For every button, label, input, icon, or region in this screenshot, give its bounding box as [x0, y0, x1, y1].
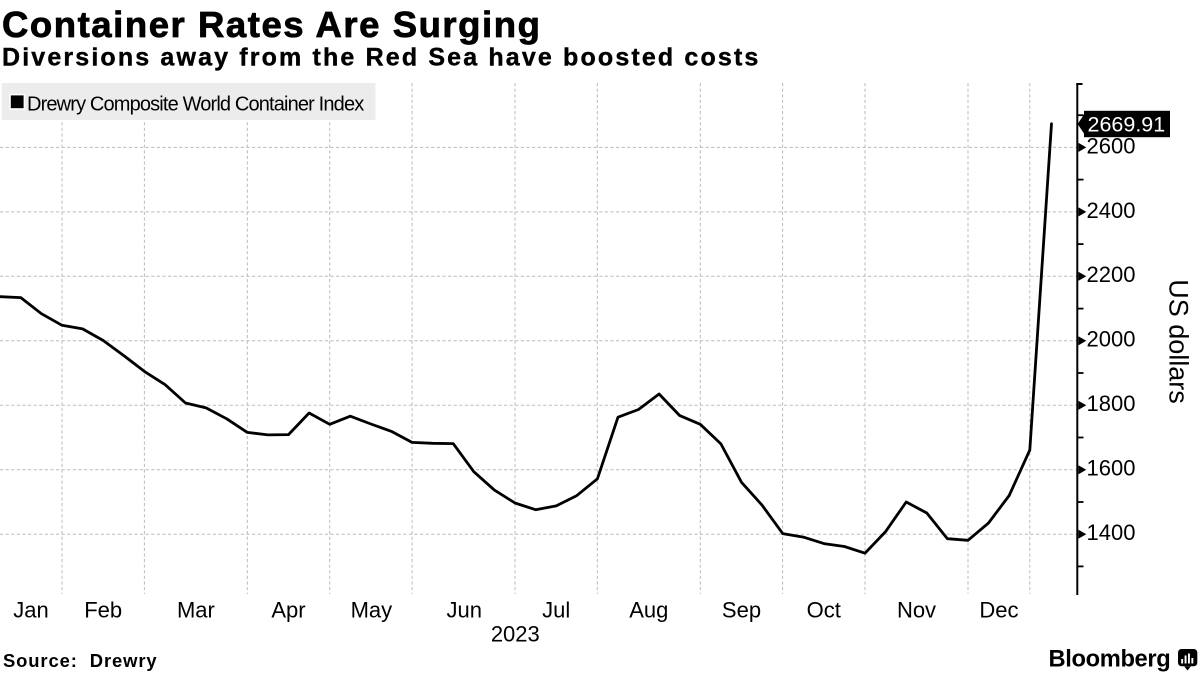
svg-text:1600: 1600: [1087, 456, 1136, 481]
svg-text:Source: Drewry: Source: Drewry: [3, 650, 158, 671]
svg-text:1400: 1400: [1087, 520, 1136, 545]
svg-text:2400: 2400: [1087, 198, 1136, 223]
svg-text:Dec: Dec: [979, 597, 1018, 622]
svg-text:Jun: Jun: [446, 597, 481, 622]
svg-text:Oct: Oct: [807, 597, 841, 622]
svg-text:2200: 2200: [1087, 262, 1136, 287]
svg-text:Bloomberg: Bloomberg: [1049, 646, 1171, 672]
svg-text:2000: 2000: [1087, 327, 1136, 352]
svg-text:Container Rates Are Surging: Container Rates Are Surging: [2, 4, 541, 45]
svg-text:1800: 1800: [1087, 391, 1136, 416]
svg-text:Mar: Mar: [177, 597, 215, 622]
svg-text:Feb: Feb: [84, 597, 122, 622]
svg-text:Aug: Aug: [629, 597, 668, 622]
svg-text:May: May: [351, 597, 393, 622]
svg-text:2023: 2023: [491, 622, 540, 647]
svg-text:Jan: Jan: [13, 597, 48, 622]
svg-text:US dollars: US dollars: [1164, 279, 1194, 404]
svg-text:2669.91: 2669.91: [1088, 113, 1166, 137]
svg-text:Apr: Apr: [271, 597, 305, 622]
svg-text:Jul: Jul: [542, 597, 570, 622]
svg-text:Sep: Sep: [722, 597, 761, 622]
svg-text:Nov: Nov: [897, 597, 936, 622]
svg-text:Diversions away from the Red S: Diversions away from the Red Sea have bo…: [2, 44, 760, 72]
svg-text:Drewry Composite World Contain: Drewry Composite World Container Index: [27, 93, 364, 115]
svg-text:2600: 2600: [1087, 133, 1136, 158]
